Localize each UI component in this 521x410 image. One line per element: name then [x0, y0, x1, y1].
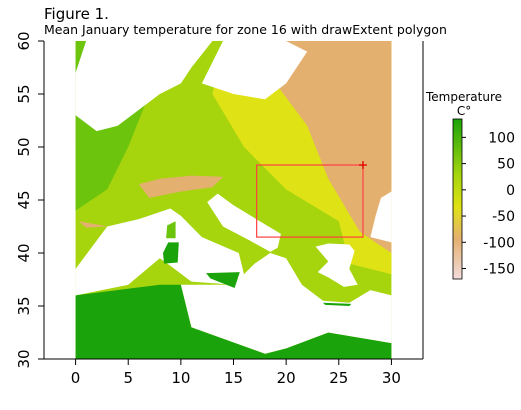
alps-cold: [138, 175, 223, 198]
extent-overlay: [256, 161, 367, 238]
color-legend: 100 50 0 -50 -100 -150: [452, 118, 515, 280]
baltic-sea: [201, 41, 308, 100]
y-tick-label: 55: [15, 84, 33, 103]
sicily: [206, 272, 240, 288]
legend-bar: [452, 118, 463, 280]
extent-polygon: [256, 164, 364, 238]
pyrenees-cold: [78, 221, 108, 228]
y-tick-label: 45: [15, 190, 33, 209]
north-sea: [75, 41, 213, 132]
crete: [323, 302, 352, 306]
temperature-raster: [75, 41, 392, 359]
legend-tick-label: 0: [506, 183, 515, 199]
western-med: [75, 208, 244, 296]
central-med: [180, 253, 392, 354]
chart-title: Mean January temperature for zone 16 wit…: [44, 22, 447, 37]
y-tick-label: 30: [15, 349, 33, 368]
black-sea: [370, 191, 392, 243]
legend-title-line1: Temperature: [426, 90, 503, 104]
corsica: [166, 221, 176, 239]
figure-label: Figure 1.: [44, 5, 109, 23]
legend-tick-label: 50: [497, 157, 515, 173]
aegean-sea: [315, 243, 358, 287]
x-tick-label: 0: [71, 369, 81, 387]
x-tick-label: 5: [123, 369, 133, 387]
y-tick-label: 40: [15, 243, 33, 262]
legend-tick-label: -50: [492, 209, 515, 225]
sardinia: [163, 242, 179, 264]
x-tick-label: 25: [329, 369, 348, 387]
x-tick-label: 10: [171, 369, 190, 387]
axes: 0 5 10 15 20 25 30 30 35 40 45 50 55 60: [15, 31, 424, 387]
y-tick-label: 35: [15, 296, 33, 315]
y-tick-label: 60: [15, 31, 33, 50]
legend-tick-label: -150: [483, 262, 515, 278]
legend-tick-label: 100: [488, 130, 515, 146]
x-tick-label: 30: [382, 369, 401, 387]
x-tick-label: 15: [224, 369, 243, 387]
legend-title: Temperature C°: [426, 90, 502, 118]
africa-warm: [75, 284, 392, 359]
legend-title-line2: C°: [456, 104, 472, 118]
legend-tick-label: -100: [483, 235, 515, 251]
x-tick-label: 20: [277, 369, 296, 387]
y-tick-label: 50: [15, 137, 33, 156]
